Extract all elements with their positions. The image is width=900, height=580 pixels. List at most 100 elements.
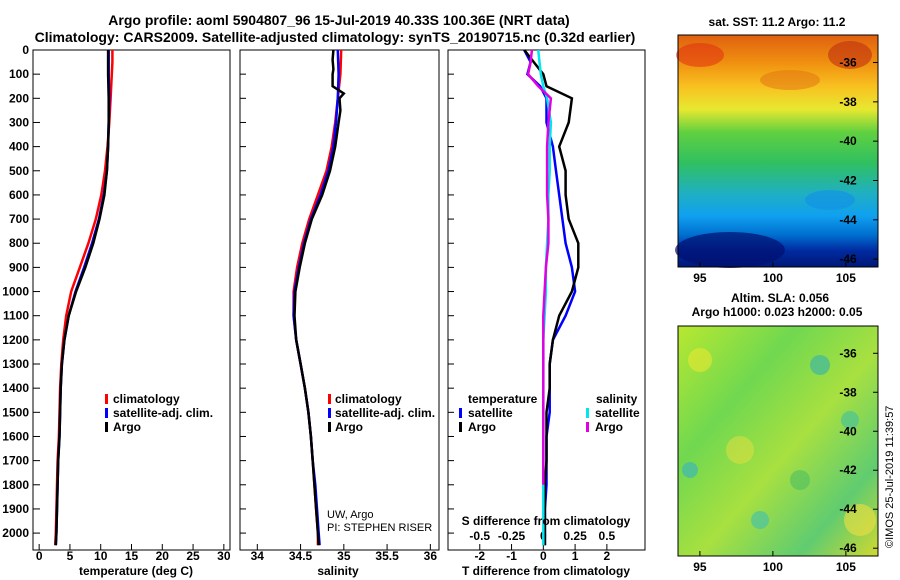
legend-swatch-argo xyxy=(328,422,331,432)
legend-label-t-argo: Argo xyxy=(468,420,496,434)
temperature-y-axis: 0 100 200 300 400 500 600 700 800 900 1000 1100 1200… xyxy=(2,43,40,540)
legend-swatch-t-argo xyxy=(459,422,462,432)
legend-label-satellite: satellite-adj. clim. xyxy=(335,406,435,420)
sla-eddy xyxy=(726,436,754,464)
series-line-argo xyxy=(293,49,346,546)
sla-map-title-line-2: Argo h1000: 0.023 h2000: 0.05 xyxy=(692,305,863,319)
x-tick-label: 100 xyxy=(763,560,783,574)
sst-heatmap xyxy=(678,35,878,267)
y-tick-label: 1800 xyxy=(2,478,29,492)
sst-y-axis: -36 -38 -40 -42 -44 -46 xyxy=(839,56,878,266)
x-tick-label: 34 xyxy=(251,549,265,563)
x-tick-label: 100 xyxy=(763,271,783,285)
sla-map-title-line-1: Altim. SLA: 0.056 xyxy=(731,291,829,305)
y-tick-label: -42 xyxy=(839,463,857,477)
salinity-panel: 34 34.5 35 35.5 36 salinity climatology sate… xyxy=(239,49,440,578)
sla-eddy xyxy=(844,504,876,536)
y-tick-label: 400 xyxy=(9,140,29,154)
temperature-legend: climatology satellite-adj. clim. Argo xyxy=(105,392,213,434)
x-tick-label: 0 xyxy=(540,549,547,563)
x-tick-label: 30 xyxy=(217,549,231,563)
salinity-legend: climatology satellite-adj. clim. Argo xyxy=(328,392,435,434)
temperature-x-axis: 0 5 10 15 20 25 30 xyxy=(36,544,231,563)
y-tick-label: 800 xyxy=(9,236,29,250)
legend-label-argo: Argo xyxy=(335,420,363,434)
temperature-lines xyxy=(53,50,114,546)
y-tick-label: 1000 xyxy=(2,285,29,299)
legend-swatch-satellite xyxy=(328,408,331,418)
salinity-x-label: salinity xyxy=(317,564,359,578)
legend-label-t-satellite: satellite xyxy=(468,406,513,420)
x-tick-label: 25 xyxy=(186,549,200,563)
sst-warm-patch xyxy=(760,70,820,90)
sst-cold-patch xyxy=(675,232,785,268)
sla-eddy xyxy=(841,411,859,429)
series-line-t-argo xyxy=(523,49,580,546)
sla-features xyxy=(682,348,876,536)
y-tick-label: 1200 xyxy=(2,333,29,347)
y-tick-label: -38 xyxy=(839,385,857,399)
x-tick-label: 95 xyxy=(693,560,707,574)
salinity-x-axis: 34 34.5 35 35.5 36 xyxy=(240,49,437,563)
difference-legend: temperature satellite Argo salinity sate… xyxy=(459,392,640,434)
sla-eddy xyxy=(751,511,769,529)
legend-swatch-s-argo xyxy=(586,422,589,432)
sst-warm-patch xyxy=(676,43,724,67)
s-diff-tick-label: -0.25 xyxy=(498,529,526,543)
x-tick-label: 105 xyxy=(836,271,856,285)
y-tick-label: -46 xyxy=(839,252,857,266)
legend-label-satellite: satellite-adj. clim. xyxy=(113,406,213,420)
s-difference-label: S difference from climatology xyxy=(462,514,631,528)
credit-line-2: PI: STEPHEN RISER xyxy=(327,522,432,534)
salinity-plot-frame xyxy=(239,49,440,551)
sla-eddy xyxy=(688,348,712,372)
temperature-plot-frame xyxy=(32,49,231,551)
legend-swatch-climatology xyxy=(105,394,108,404)
t-difference-x-label: T difference from climatology xyxy=(462,564,630,578)
difference-panel: -2 -1 0 1 2 -0.5 -0.25 0 0.25 0.5 T difference f… xyxy=(447,49,646,578)
legend-swatch-s-satellite xyxy=(586,408,589,418)
y-tick-label: 1400 xyxy=(2,381,29,395)
y-tick-label: -36 xyxy=(839,56,857,70)
x-tick-label: 95 xyxy=(693,271,707,285)
y-tick-label: 300 xyxy=(9,115,29,129)
difference-x-axis: -2 -1 0 1 2 xyxy=(448,49,611,563)
legend-label-s-argo: Argo xyxy=(595,420,623,434)
y-tick-label: -40 xyxy=(839,134,857,148)
x-tick-label: 2 xyxy=(604,549,611,563)
x-tick-label: 35 xyxy=(337,549,351,563)
y-tick-label: 1500 xyxy=(2,405,29,419)
x-tick-label: 15 xyxy=(125,549,139,563)
sla-eddy xyxy=(790,470,810,490)
x-tick-label: 10 xyxy=(94,549,108,563)
x-tick-label: 1 xyxy=(572,549,579,563)
series-line-climatology xyxy=(53,50,114,546)
sst-map-title: sat. SST: 11.2 Argo: 11.2 xyxy=(709,15,846,29)
legend-label-s-satellite: satellite xyxy=(595,406,640,420)
x-tick-label: -1 xyxy=(506,549,517,563)
y-tick-label: 500 xyxy=(9,164,29,178)
y-tick-label: 0 xyxy=(22,43,29,57)
series-line-argo xyxy=(54,50,110,546)
series-line-satellite-adj-clim- xyxy=(292,49,340,546)
salinity-lines xyxy=(292,49,346,546)
legend-label-argo: Argo xyxy=(113,420,141,434)
difference-plot-frame xyxy=(447,49,646,551)
sla-eddy xyxy=(682,462,698,478)
y-tick-label: -42 xyxy=(839,173,857,187)
sst-warm-patch xyxy=(828,41,872,69)
y-tick-label: 1600 xyxy=(2,429,29,443)
legend-title-salinity: salinity xyxy=(596,392,638,406)
legend-label-climatology: climatology xyxy=(113,392,180,406)
y-tick-label: -46 xyxy=(839,541,857,555)
y-tick-label: 700 xyxy=(9,212,29,226)
legend-swatch-argo xyxy=(105,422,108,432)
credit-line-1: UW, Argo xyxy=(327,509,373,521)
sst-x-axis: 95 100 105 xyxy=(693,262,856,285)
series-line-s-argo xyxy=(526,49,553,485)
y-tick-label: 600 xyxy=(9,188,29,202)
sla-eddy xyxy=(810,355,830,375)
y-tick-label: -44 xyxy=(839,213,857,227)
y-tick-label: -38 xyxy=(839,95,857,109)
